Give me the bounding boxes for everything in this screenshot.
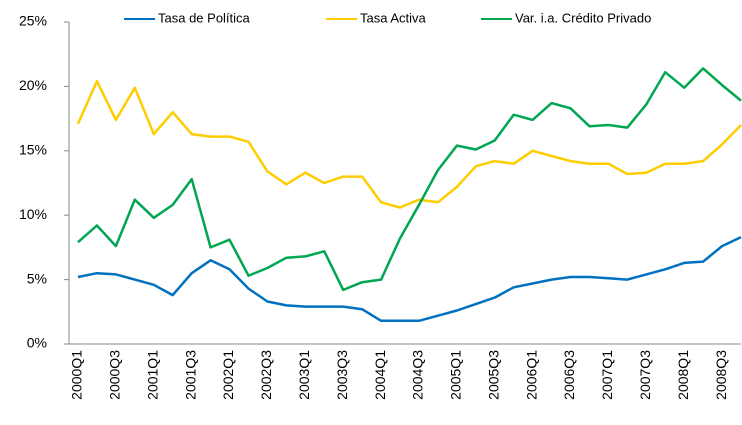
x-tick-label: 2001Q3 (182, 350, 198, 400)
legend-label: Tasa Activa (360, 10, 427, 25)
y-tick-label: 25% (19, 13, 47, 29)
legend-label: Tasa de Política (158, 10, 251, 25)
y-tick-label: 15% (19, 142, 47, 158)
line-series (77, 67, 742, 292)
x-tick-label: 2005Q3 (485, 350, 501, 400)
x-tick-label: 2003Q3 (334, 350, 350, 400)
legend-label: Var. i.a. Crédito Privado (515, 10, 651, 25)
y-tick-label: 20% (19, 77, 47, 93)
x-tick-label: 2006Q3 (561, 350, 577, 400)
x-tick-label: 2002Q1 (220, 350, 236, 400)
x-tick-label: 2004Q1 (372, 350, 388, 400)
y-tick-label: 0% (27, 335, 47, 351)
x-tick-label: 2006Q1 (523, 350, 539, 400)
x-tick-label: 2007Q1 (599, 350, 615, 400)
x-tick-label: 2002Q3 (258, 350, 274, 400)
x-tick-label: 2000Q3 (107, 350, 123, 400)
x-tick-label: 2001Q1 (144, 350, 160, 400)
line-series (76, 79, 742, 209)
x-tick-label: 2000Q1 (69, 350, 85, 400)
line-series (77, 235, 742, 323)
x-tick-label: 2004Q3 (410, 350, 426, 400)
x-tick-label: 2007Q3 (637, 350, 653, 400)
y-tick-label: 5% (27, 270, 47, 286)
y-tick-label: 10% (19, 206, 47, 222)
x-tick-label: 2003Q1 (296, 350, 312, 400)
x-tick-label: 2008Q3 (713, 350, 729, 400)
x-tick-label: 2005Q1 (448, 350, 464, 400)
x-tick-label: 2008Q1 (675, 350, 691, 400)
